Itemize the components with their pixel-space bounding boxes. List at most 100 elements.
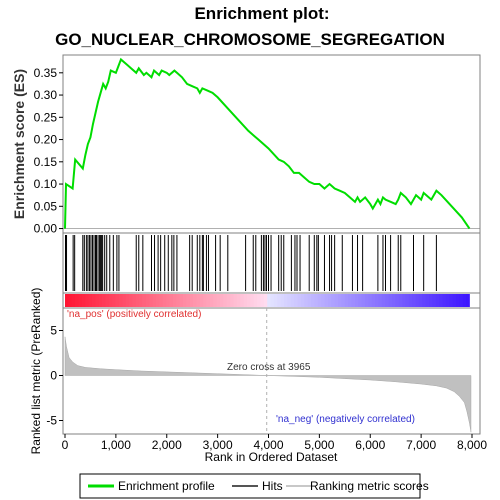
color-band-segment xyxy=(466,294,470,307)
color-band-segment xyxy=(220,294,224,307)
color-band-segment xyxy=(68,294,73,307)
es-y-tick-label: 0.00 xyxy=(34,222,58,236)
color-band-segment xyxy=(169,294,174,307)
color-band-segment xyxy=(71,294,76,307)
color-band-segment xyxy=(193,294,197,307)
color-band-segment xyxy=(81,294,86,307)
color-band-segment xyxy=(226,294,231,307)
color-band-segment xyxy=(267,294,271,307)
color-band-segment xyxy=(395,294,400,307)
x-tick-label: 1,000 xyxy=(101,438,131,452)
color-band-segment xyxy=(378,294,383,307)
color-band-segment xyxy=(284,294,288,307)
color-band-segment xyxy=(199,294,204,307)
color-band-segment xyxy=(381,294,386,307)
color-band-segment xyxy=(186,294,191,307)
color-band-segment xyxy=(321,294,325,307)
color-band-segment xyxy=(348,294,352,307)
color-band-segment xyxy=(358,294,363,307)
x-tick-label: 5,000 xyxy=(304,438,334,452)
color-band-segment xyxy=(445,294,450,307)
color-band-segment xyxy=(206,294,211,307)
color-band-segment xyxy=(176,294,180,307)
color-band-segment xyxy=(391,294,396,307)
color-band-segment xyxy=(250,294,255,307)
color-band-segment xyxy=(209,294,214,307)
color-band-segment xyxy=(129,294,133,307)
color-band-segment xyxy=(435,294,440,307)
plot-title-line1: Enrichment plot: xyxy=(194,4,329,23)
color-band-segment xyxy=(415,294,420,307)
es-y-ticks: 0.00 0.05 0.10 0.15 0.20 0.25 0.30 0.35 xyxy=(34,66,63,236)
color-band-segment xyxy=(98,294,103,307)
color-band-segment xyxy=(385,294,389,307)
metric-y-ticks: -5 0 5 xyxy=(46,324,63,428)
color-band-segment xyxy=(425,294,430,307)
x-tick-label: 4,000 xyxy=(253,438,283,452)
color-band-segment xyxy=(351,294,356,307)
color-band-segment xyxy=(132,294,137,307)
color-band-segment xyxy=(429,294,433,307)
x-tick-label: 0 xyxy=(62,438,69,452)
color-band-segment xyxy=(172,294,177,307)
color-band-segment xyxy=(388,294,393,307)
es-y-tick-label: 0.25 xyxy=(34,110,58,124)
color-band-segment xyxy=(300,294,305,307)
color-band-segment xyxy=(152,294,157,307)
color-band-segment xyxy=(287,294,292,307)
color-band-segment xyxy=(91,294,96,307)
x-tick-label: 8,000 xyxy=(457,438,487,452)
neg-correlated-label: 'na_neg' (negatively correlated) xyxy=(276,414,415,425)
color-band-segment xyxy=(327,294,332,307)
color-band-segment xyxy=(236,294,241,307)
color-band-segment xyxy=(253,294,258,307)
color-band-segment xyxy=(179,294,184,307)
color-band-segment xyxy=(375,294,379,307)
color-band-segment xyxy=(364,294,369,307)
x-axis: 0 1,000 2,000 3,000 4,000 5,000 6,000 7,000 8,00… xyxy=(62,434,487,452)
color-band-segment xyxy=(145,294,150,307)
color-band-segment xyxy=(260,294,265,307)
color-band-segment xyxy=(459,294,464,307)
plot-title-line2: GO_NUCLEAR_CHROMOSOME_SEGREGATION xyxy=(55,30,445,49)
es-y-tick-label: 0.30 xyxy=(34,88,58,102)
es-y-axis-title: Enrichment score (ES) xyxy=(11,69,27,219)
color-band-segment xyxy=(115,294,120,307)
color-band-segment xyxy=(408,294,413,307)
color-band-segment xyxy=(65,294,69,307)
color-band-segment xyxy=(247,294,251,307)
legend-label-3: Ranking metric scores xyxy=(310,479,429,493)
color-band-segment xyxy=(156,294,160,307)
color-band-segment xyxy=(75,294,79,307)
color-band-segment xyxy=(139,294,143,307)
color-band-segment xyxy=(122,294,127,307)
color-band-segment xyxy=(462,294,467,307)
metric-y-tick-label: -5 xyxy=(46,414,57,428)
color-band-segment xyxy=(324,294,329,307)
color-band-segment xyxy=(78,294,83,307)
color-band-segment xyxy=(432,294,437,307)
color-band-segment xyxy=(95,294,100,307)
color-band-segment xyxy=(317,294,322,307)
color-band-segment xyxy=(334,294,339,307)
metric-panel: -5 0 5 'na_pos' (positively correlated) Ze… xyxy=(29,288,481,454)
es-y-tick-label: 0.35 xyxy=(34,66,58,80)
color-band-segment xyxy=(196,294,201,307)
color-band-segment xyxy=(125,294,130,307)
color-band-segment xyxy=(297,294,302,307)
es-panel: 0.00 0.05 0.10 0.15 0.20 0.25 0.30 0.35 Enrichm… xyxy=(11,54,481,236)
es-y-tick-label: 0.20 xyxy=(34,133,58,147)
es-y-tick-label: 0.05 xyxy=(34,199,58,213)
color-band-segment xyxy=(368,294,373,307)
rank-color-band xyxy=(62,292,481,309)
color-band-segment xyxy=(240,294,245,307)
color-band-segment xyxy=(182,294,187,307)
color-band-segment xyxy=(402,294,406,307)
hit-lines xyxy=(65,235,437,291)
legend-label-2: Hits xyxy=(262,479,283,493)
enrichment-profile-line xyxy=(64,57,471,230)
color-band-segment xyxy=(149,294,154,307)
color-band-segment xyxy=(398,294,403,307)
color-band-segment xyxy=(422,294,427,307)
color-band-segment xyxy=(452,294,457,307)
